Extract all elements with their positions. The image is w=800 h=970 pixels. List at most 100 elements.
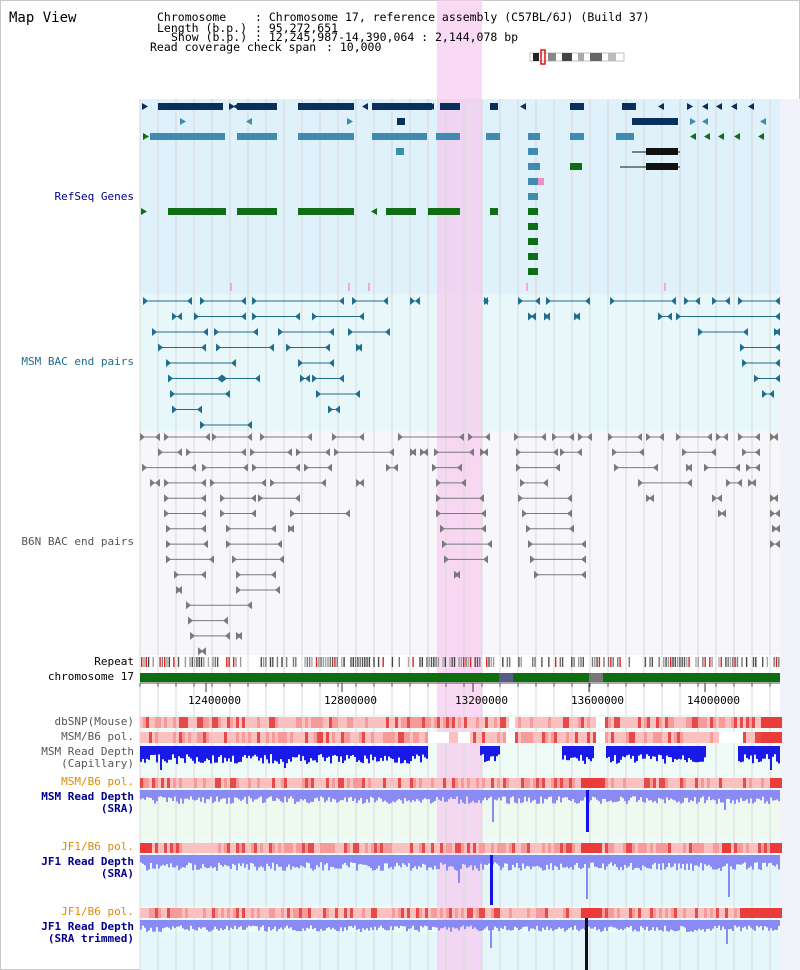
depth-bar — [496, 920, 498, 929]
label-jf1-depth-trim-1[interactable]: JF1 Read Depth — [41, 920, 134, 933]
depth-bar — [438, 920, 440, 931]
depth-bar — [208, 746, 210, 761]
depth-bar — [384, 790, 386, 801]
depth-bar — [416, 920, 418, 931]
b6n-bac-pair-end — [140, 433, 145, 441]
depth-bar — [614, 920, 616, 928]
gene-feature — [397, 118, 405, 125]
repeat-mark — [322, 657, 325, 667]
depth-bar — [340, 790, 342, 801]
msm-bac-pair-end — [546, 297, 551, 305]
depth-bar — [358, 746, 360, 761]
gene-strand-arrow — [702, 118, 708, 125]
depth-bar — [678, 746, 680, 759]
b6n-bac-pair-end — [608, 433, 613, 441]
depth-bar — [550, 855, 552, 864]
depth-bar — [392, 790, 394, 802]
repeat-mark — [334, 657, 336, 667]
heat-cell — [659, 843, 662, 853]
label-refseq-genes[interactable]: RefSeq Genes — [54, 190, 134, 203]
label-msm-b6-pol-2[interactable]: MSM/B6 pol. — [61, 775, 134, 788]
depth-bar — [416, 746, 418, 755]
heat-cell — [578, 717, 581, 728]
heat-cell — [479, 778, 482, 788]
label-jf1-b6-pol-2[interactable]: JF1/B6 pol. — [61, 905, 134, 918]
depth-bar — [588, 746, 590, 760]
depth-bar — [674, 855, 676, 864]
depth-bar — [610, 855, 612, 863]
heat-cell — [602, 732, 605, 743]
heat-cell — [506, 778, 509, 788]
depth-bar — [488, 855, 490, 864]
gene-strand-arrow — [731, 103, 737, 110]
heat-cell — [203, 908, 206, 918]
depth-bar — [652, 790, 654, 803]
heat-cell — [230, 717, 233, 728]
b6n-bac-pair-end — [188, 616, 193, 625]
heat-cell — [320, 732, 323, 743]
depth-bar — [496, 790, 498, 801]
heat-cell — [767, 908, 770, 918]
heat-cell — [656, 732, 659, 743]
depth-bar — [608, 920, 610, 928]
depth-bar — [574, 855, 576, 865]
label-b6n-bac-pairs[interactable]: B6N BAC end pairs — [21, 535, 134, 548]
heat-cell — [332, 732, 335, 743]
label-msm-b6-pol-1[interactable]: MSM/B6 pol. — [61, 730, 134, 743]
depth-bar — [468, 920, 470, 927]
depth-bar — [720, 920, 722, 931]
depth-bar — [760, 855, 762, 870]
b6n-bac-pair-end — [386, 463, 391, 472]
heat-cell — [770, 717, 773, 728]
heat-cell — [527, 908, 530, 918]
gene-strand-arrow — [233, 103, 239, 110]
depth-bar — [260, 920, 262, 928]
heat-cell — [443, 732, 446, 743]
depth-bar — [366, 920, 368, 929]
label-msm-bac-pairs[interactable]: MSM BAC end pairs — [21, 355, 134, 368]
b6n-bac-pair-end — [142, 463, 147, 472]
label-msm-depth-sra-1[interactable]: MSM Read Depth — [41, 790, 134, 803]
heat-cell — [428, 717, 431, 728]
label-msm-depth-cap-1[interactable]: MSM Read Depth — [41, 745, 134, 758]
depth-bar — [316, 920, 318, 932]
heat-cell — [623, 732, 626, 743]
heat-cell — [587, 717, 590, 728]
depth-bar — [706, 790, 708, 801]
info-chromosome-key: Chromosome — [157, 10, 227, 24]
label-dbsnp[interactable]: dbSNP(Mouse) — [54, 715, 134, 728]
label-jf1-depth-sra-1[interactable]: JF1 Read Depth — [41, 855, 134, 868]
depth-bar — [296, 746, 298, 758]
heat-cell — [698, 732, 701, 743]
heat-cell — [701, 908, 704, 918]
gene-mark — [664, 283, 666, 291]
heat-cell — [404, 717, 407, 728]
heat-cell — [179, 732, 182, 743]
heat-cell — [752, 908, 755, 918]
heat-cell — [302, 732, 305, 743]
depth-bar — [318, 855, 320, 868]
depth-bar — [612, 790, 614, 803]
heat-cell — [740, 843, 743, 853]
msm-bac-pair-end — [352, 297, 357, 305]
label-jf1-b6-pol-1[interactable]: JF1/B6 pol. — [61, 840, 134, 853]
msm-bac-pair-end — [269, 343, 274, 352]
depth-bar — [188, 746, 190, 757]
repeat-mark — [428, 657, 430, 667]
b6n-bac-pair-end — [177, 448, 182, 457]
heat-cell — [500, 732, 503, 743]
depth-bar — [754, 855, 756, 863]
depth-bar — [152, 920, 154, 932]
heat-cell — [440, 732, 443, 743]
heat-cell — [587, 732, 590, 743]
depth-bar — [228, 855, 230, 867]
depth-bar — [646, 920, 648, 927]
depth-bar — [150, 920, 152, 928]
depth-bar — [210, 855, 212, 867]
b6n-bac-pair-end — [637, 433, 642, 441]
heat-cell — [710, 843, 713, 853]
depth-bar — [164, 855, 166, 866]
heat-cell — [518, 843, 521, 853]
depth-bar — [722, 855, 724, 867]
